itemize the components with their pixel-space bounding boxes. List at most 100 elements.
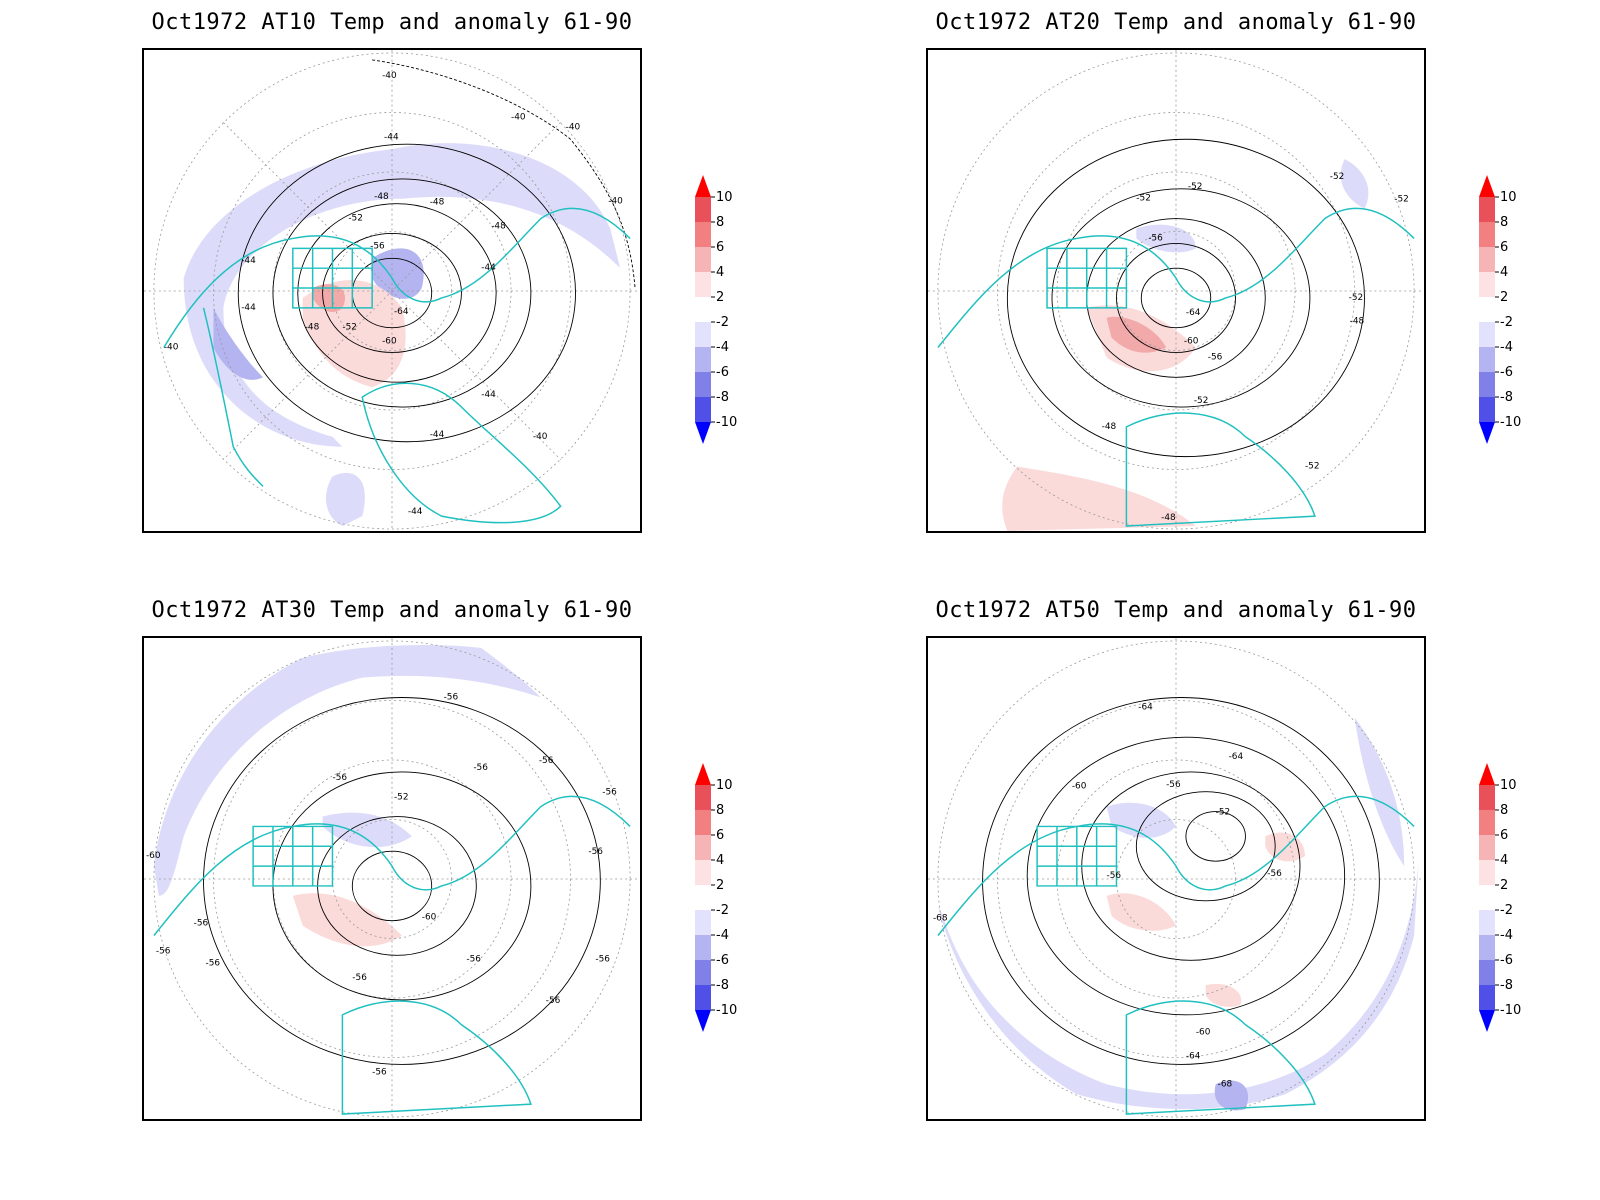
anomaly-negative-region bbox=[153, 644, 541, 896]
colorbar-segment bbox=[1479, 935, 1495, 960]
colorbar-segment bbox=[695, 835, 711, 860]
contour-label: -56 bbox=[352, 973, 367, 983]
colorbar-segment bbox=[695, 222, 711, 247]
contour-label: -68 bbox=[1218, 1079, 1233, 1089]
colorbar-segment bbox=[695, 247, 711, 272]
contour-label: -56 bbox=[206, 958, 221, 968]
map-frame: -40 -40 -40 -40 -44 -44 -44 -44 -44 -44 … bbox=[142, 48, 642, 533]
colorbar-label: 6 bbox=[716, 240, 724, 255]
contour-label: -56 bbox=[473, 763, 488, 773]
anomaly-negative-region bbox=[1106, 802, 1176, 838]
contour-label: -60 bbox=[422, 913, 437, 923]
polar-map-at20: -52 -52 -52 -52 -52 -56 -56 -60 -64 -48 … bbox=[928, 50, 1424, 531]
contour-label: -60 bbox=[1184, 337, 1199, 347]
anomaly-negative-region bbox=[325, 472, 365, 527]
colorbar-label: -4 bbox=[1500, 340, 1513, 355]
colorbar-label: 10 bbox=[1500, 778, 1517, 793]
contour-line bbox=[203, 697, 601, 1065]
anomaly-positive-region bbox=[1106, 316, 1167, 353]
contour-label: -56 bbox=[1107, 871, 1122, 881]
contour-label: -48 bbox=[1350, 317, 1365, 327]
colorbar-label: 4 bbox=[716, 265, 724, 280]
colorbar-label: 6 bbox=[1500, 828, 1508, 843]
contour-label: -40 bbox=[511, 112, 526, 122]
contour-label: -52 bbox=[1349, 293, 1364, 303]
panel-title: Oct1972 AT10 Temp and anomaly 61-90 bbox=[151, 10, 633, 35]
colorbar-segment bbox=[1479, 222, 1495, 247]
contour-label: -56 bbox=[1267, 869, 1282, 879]
panel-at20: Oct1972 AT20 Temp and anomaly 61-90 bbox=[926, 0, 1600, 580]
colorbar-arrow-top bbox=[1479, 763, 1495, 785]
contour-label: -60 bbox=[1196, 1028, 1211, 1038]
colorbar: 10 8 6 4 2 -2 -4 -6 -8 -10 bbox=[1471, 170, 1541, 460]
colorbar-arrow-bottom bbox=[695, 422, 711, 444]
anomaly-positive-region bbox=[1002, 466, 1196, 531]
colorbar-segment bbox=[695, 347, 711, 372]
colorbar-segment bbox=[695, 810, 711, 835]
coastline bbox=[1125, 1000, 1316, 1115]
contour-label: -56 bbox=[444, 692, 459, 702]
contour-label: -60 bbox=[382, 337, 397, 347]
panel-title: Oct1972 AT50 Temp and anomaly 61-90 bbox=[935, 598, 1417, 623]
contour-label: -52 bbox=[1194, 396, 1209, 406]
contour-line bbox=[351, 850, 433, 922]
colorbar-segment bbox=[1479, 860, 1495, 885]
contour-label: -44 bbox=[430, 430, 445, 440]
anomaly-negative-region bbox=[372, 248, 424, 299]
meridian-line bbox=[223, 122, 561, 460]
coastline bbox=[937, 795, 1415, 936]
panel-at50: Oct1972 AT50 Temp and anomaly 61-90 bbox=[926, 588, 1600, 1168]
contour-label: -68 bbox=[933, 914, 948, 924]
contour-label: -52 bbox=[1136, 194, 1151, 204]
colorbar-label: 10 bbox=[716, 778, 733, 793]
colorbar-segment bbox=[1479, 347, 1495, 372]
contour-label: -44 bbox=[384, 132, 399, 142]
colorbar-segment bbox=[695, 197, 711, 222]
colorbar-segment bbox=[695, 935, 711, 960]
contour-label: -64 bbox=[1186, 1052, 1201, 1062]
colorbar-label: -10 bbox=[1500, 415, 1521, 430]
anomaly-negative-region bbox=[1136, 224, 1196, 253]
colorbar-label: 2 bbox=[716, 290, 724, 305]
colorbar-segment bbox=[695, 860, 711, 885]
colorbar-label: -6 bbox=[1500, 953, 1513, 968]
contour-label: -64 bbox=[1186, 308, 1201, 318]
coastline bbox=[252, 825, 334, 887]
colorbar-label: 8 bbox=[1500, 215, 1508, 230]
contour-label: -52 bbox=[1188, 182, 1203, 192]
colorbar-label: -8 bbox=[716, 390, 729, 405]
contour-label: -56 bbox=[1166, 780, 1181, 790]
contour-label: -52 bbox=[348, 214, 363, 224]
colorbar-label: 8 bbox=[716, 215, 724, 230]
contour-label: -40 bbox=[164, 343, 179, 353]
colorbar-segment bbox=[1479, 397, 1495, 422]
colorbar-label: 6 bbox=[716, 828, 724, 843]
colorbar-label: -6 bbox=[716, 953, 729, 968]
coastline bbox=[341, 1000, 532, 1115]
colorbar-label: 2 bbox=[1500, 878, 1508, 893]
contour-line bbox=[322, 233, 462, 353]
contour-label: -56 bbox=[156, 946, 171, 956]
contour-label: -56 bbox=[194, 919, 209, 929]
colorbar-arrow-top bbox=[695, 763, 711, 785]
contour-label: -60 bbox=[146, 851, 161, 861]
contour-label: -64 bbox=[1138, 702, 1153, 712]
coastline bbox=[361, 382, 562, 524]
colorbar-arrow-bottom bbox=[1479, 1010, 1495, 1032]
colorbar-legend: 10 8 6 4 2 -2 -4 -6 -8 -10 bbox=[1479, 175, 1521, 444]
contour-label: -56 bbox=[1208, 352, 1223, 362]
contour-label: -48 bbox=[430, 198, 445, 208]
colorbar-segment bbox=[1479, 985, 1495, 1010]
colorbar-label: 2 bbox=[716, 878, 724, 893]
contour-line bbox=[297, 203, 497, 383]
colorbar-segment bbox=[1479, 960, 1495, 985]
contour-line bbox=[982, 697, 1380, 1065]
map-frame: -56 -56 -56 -56 -56 -52 -56 -56 -60 -56 … bbox=[142, 636, 642, 1121]
colorbar-label: 4 bbox=[716, 853, 724, 868]
contour-label: -56 bbox=[466, 954, 481, 964]
colorbar-label: -4 bbox=[716, 928, 729, 943]
colorbar-label: -10 bbox=[716, 415, 737, 430]
contour-label: -56 bbox=[546, 996, 561, 1006]
contour-label: -40 bbox=[382, 71, 397, 81]
contour-label: -44 bbox=[241, 256, 256, 266]
